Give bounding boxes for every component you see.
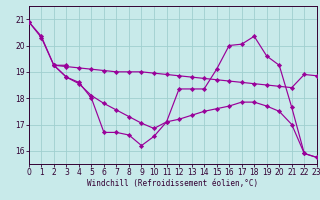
X-axis label: Windchill (Refroidissement éolien,°C): Windchill (Refroidissement éolien,°C) <box>87 179 258 188</box>
